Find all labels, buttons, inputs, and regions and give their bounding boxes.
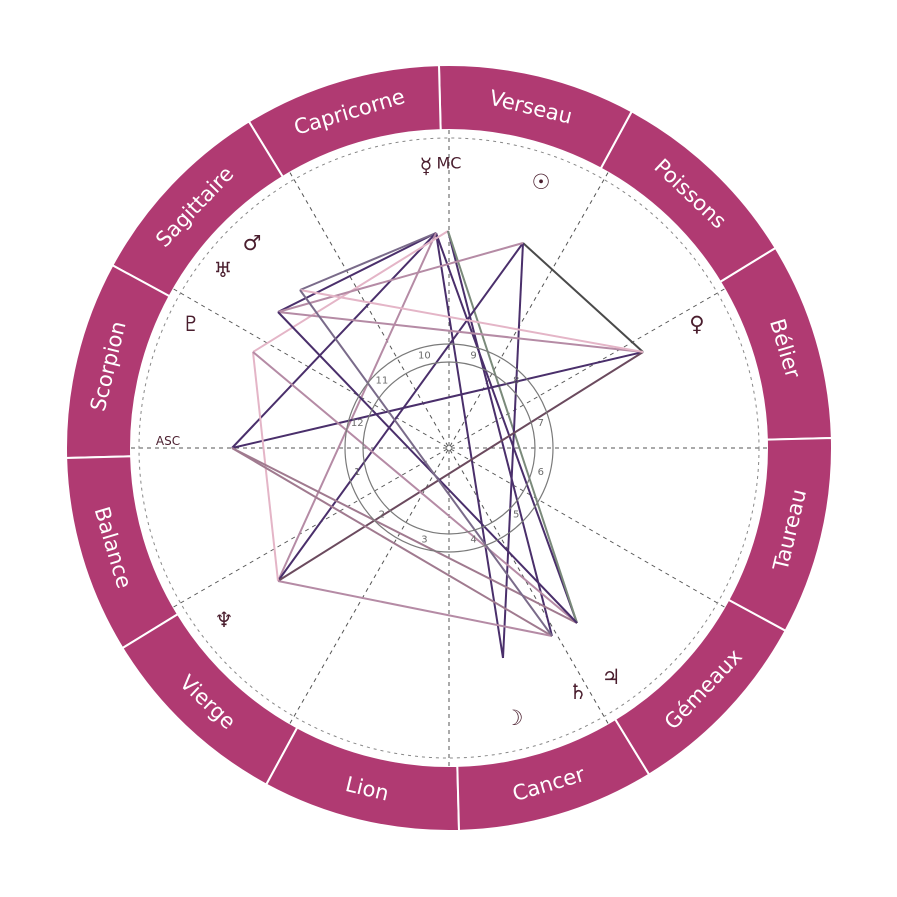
house-number: 2 [379, 510, 385, 521]
chart-background [131, 130, 767, 766]
aspect-line [435, 232, 578, 624]
house-number: 10 [418, 351, 431, 362]
mars-icon: ♂ [243, 231, 262, 255]
house-number: 1 [354, 467, 360, 478]
house-outer-circle [344, 343, 554, 553]
aspect-line [522, 242, 644, 353]
house-number: 12 [351, 418, 364, 429]
aspect-line [231, 447, 553, 637]
aspect-line [231, 447, 578, 624]
aspect-line [252, 351, 279, 582]
house-number: 6 [538, 467, 544, 478]
house-number: 7 [538, 418, 544, 429]
mc-label: MC [437, 154, 462, 173]
aspect-line [277, 232, 437, 313]
aspect-line [231, 232, 437, 449]
house-inner-circle [362, 361, 536, 535]
sign-segment-12 [727, 436, 833, 633]
aspect-line [277, 242, 524, 313]
house-number: 3 [421, 534, 427, 545]
mercury-icon: ☿ [420, 154, 433, 178]
aspect-line [277, 311, 578, 624]
angle-labels: ASC MC [156, 154, 462, 449]
aspect-line [447, 230, 578, 624]
aspect-line [277, 351, 644, 582]
aspect-line [277, 580, 553, 637]
aspect-line [277, 242, 524, 582]
asc-label: ASC [156, 434, 180, 448]
zodiac-ring: BélierPoissonsVerseauCapricorneSagittair… [65, 64, 833, 832]
aspect-line [299, 232, 437, 291]
neptune-icon: ♆ [215, 608, 234, 632]
house-number: 5 [513, 510, 519, 521]
uranus-icon: ♅ [214, 258, 233, 282]
moon-icon: ☽ [505, 706, 524, 730]
aspect-line [277, 232, 437, 582]
aspect-line [299, 289, 644, 353]
aspect-line [299, 289, 553, 637]
aspect-line [277, 311, 644, 353]
planet-glyphs: ☉ ☿ ♀ ♂ ♅ ♇ ♆ ♃ ♄ ☽ [182, 154, 705, 730]
sun-icon: ☉ [532, 170, 551, 194]
saturn-icon: ♄ [569, 680, 588, 704]
venus-icon: ♀ [689, 312, 704, 336]
house-cusp-line [173, 288, 725, 608]
aspect-line [502, 242, 524, 659]
aspect-line [252, 351, 578, 624]
jupiter-icon: ♃ [602, 665, 621, 689]
aspect-line [231, 351, 644, 449]
pluto-icon: ♇ [182, 312, 201, 336]
chart-inner-circle [138, 137, 760, 759]
aspect-lines [231, 230, 644, 659]
aspect-line [447, 230, 553, 637]
house-number: 8 [513, 375, 519, 386]
house-number: 11 [375, 375, 388, 386]
house-cusp-line [289, 172, 609, 724]
aspect-line [435, 232, 504, 659]
house-number: 4 [470, 534, 476, 545]
house-cusp-line [289, 172, 609, 724]
house-number: 9 [470, 351, 476, 362]
